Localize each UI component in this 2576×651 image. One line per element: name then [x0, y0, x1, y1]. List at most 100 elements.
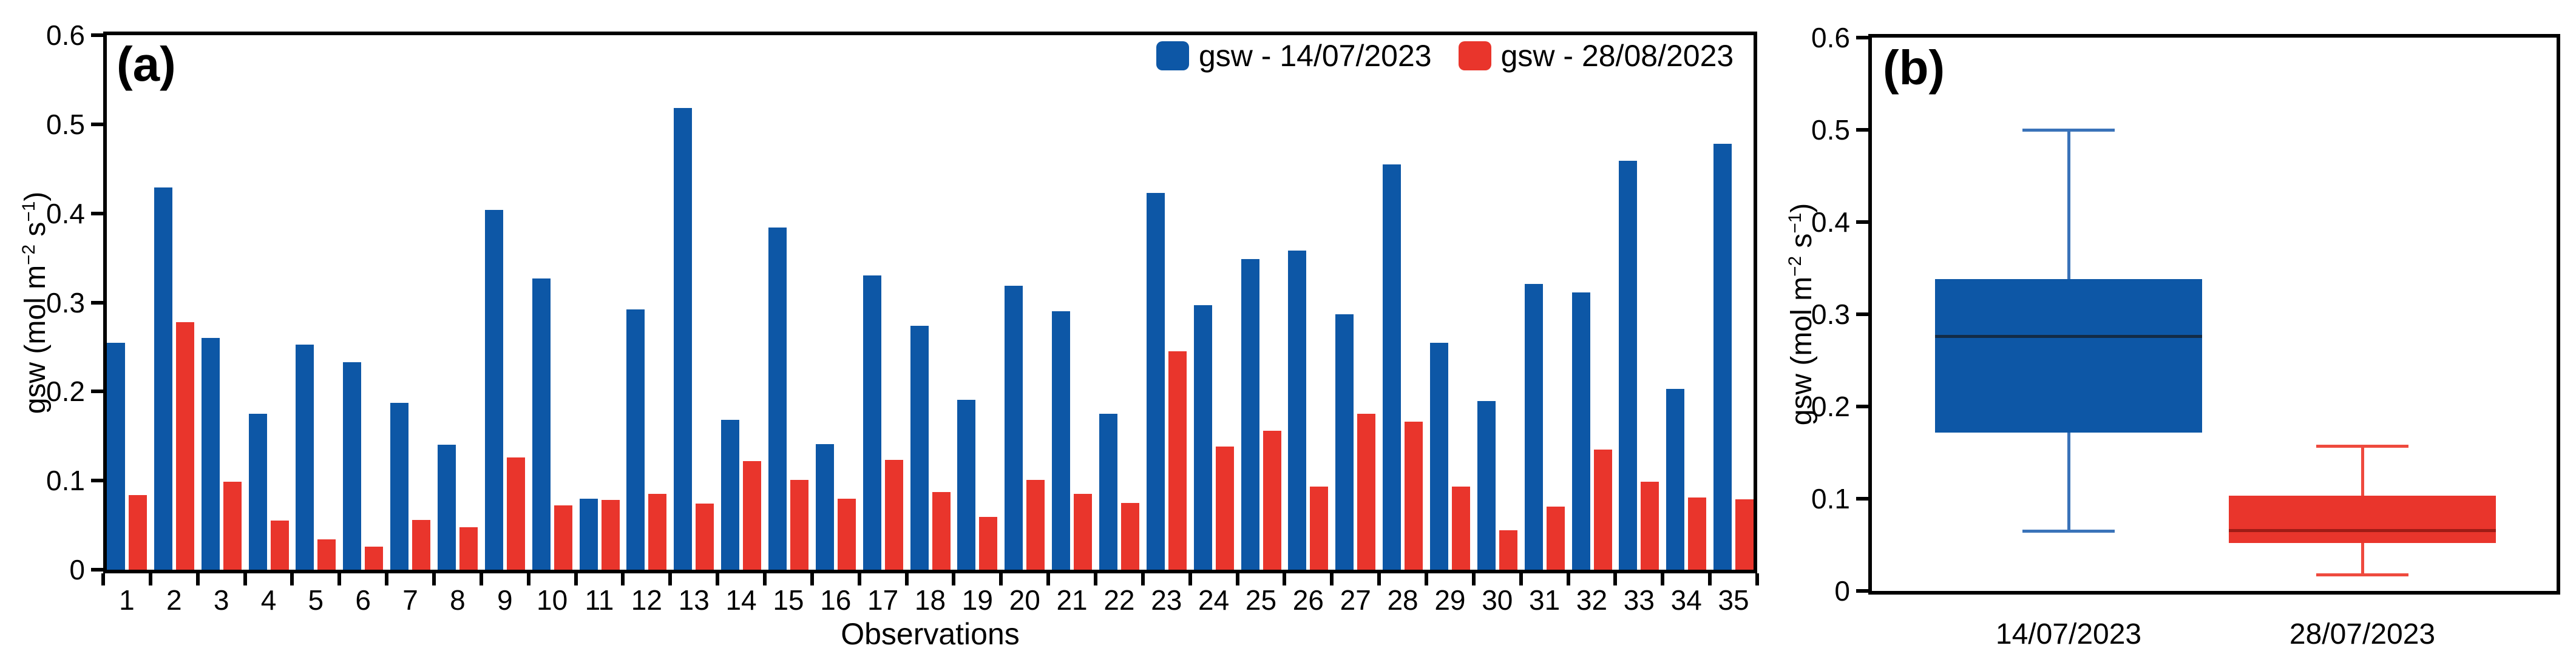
panel-a-x-tick [526, 573, 530, 585]
boxplot-red-whisker-cap-bottom [2316, 573, 2408, 576]
panel-a-x-tick-label: 15 [773, 584, 804, 616]
panel-a-x-tick [1330, 573, 1334, 585]
panel-a-x-tick-label: 28 [1387, 584, 1418, 616]
panel-a-y-tick [91, 33, 103, 37]
panel-a-y-tick [91, 568, 103, 572]
bar-blue-obs2 [154, 187, 172, 570]
bar-red-obs12 [648, 494, 667, 570]
bar-red-obs34 [1688, 498, 1707, 570]
bar-red-obs8 [459, 527, 478, 570]
bar-blue-obs10 [532, 278, 551, 570]
bar-blue-obs9 [484, 209, 503, 570]
bar-red-obs27 [1357, 414, 1376, 570]
panel-a-x-tick-label: 21 [1056, 584, 1088, 616]
bar-blue-obs7 [390, 403, 409, 570]
panel-a-x-tick-label: 16 [820, 584, 852, 616]
panel-a-x-tick [1661, 573, 1665, 585]
panel-b-y-tick [1856, 312, 1868, 316]
boxplot-category-label-2: 28/07/2023 [2289, 618, 2436, 650]
panel-a-x-tick-label: 32 [1576, 584, 1608, 616]
bar-red-obs29 [1451, 487, 1470, 570]
bar-red-obs15 [790, 479, 808, 570]
panel-a-x-tick [1283, 573, 1287, 585]
bar-red-obs4 [270, 521, 289, 570]
x-axis-title-observations: Observations [841, 617, 1020, 651]
bar-red-obs20 [1026, 479, 1045, 570]
panel-a-x-tick [574, 573, 578, 585]
bar-blue-obs29 [1429, 342, 1448, 570]
panel-a-x-tick [337, 573, 342, 585]
panel-b-y-tick [1856, 220, 1868, 224]
bar-blue-obs16 [815, 444, 834, 570]
bar-red-obs7 [412, 519, 431, 570]
bar-red-obs22 [1120, 502, 1139, 570]
panel-b-y-tick-label: 0.5 [1811, 114, 1850, 146]
panel-a-y-tick [91, 211, 103, 215]
panel-a-x-tick-label: 24 [1198, 584, 1230, 616]
panel-a-x-tick [763, 573, 767, 585]
panel-a-label: (a) [117, 37, 176, 91]
panel-a-x-tick [621, 573, 625, 585]
panel-a-x-tick [904, 573, 909, 585]
bar-red-obs25 [1263, 430, 1281, 570]
panel-a-x-tick [1377, 573, 1381, 585]
panel-a-x-tick-label: 10 [537, 584, 568, 616]
panel-a-x-tick [1755, 573, 1759, 585]
bar-blue-obs26 [1288, 251, 1307, 570]
panel-a-x-tick [1471, 573, 1476, 585]
panel-a-x-tick [385, 573, 389, 585]
bar-blue-obs22 [1099, 414, 1117, 570]
bar-red-obs11 [601, 500, 620, 570]
bar-red-obs35 [1735, 499, 1754, 570]
bar-blue-obs25 [1241, 258, 1259, 570]
bar-red-obs1 [128, 494, 147, 570]
bar-blue-obs19 [957, 399, 976, 570]
bar-blue-obs28 [1383, 164, 1402, 570]
panel-b-label: (b) [1883, 41, 1945, 95]
bar-red-obs21 [1074, 494, 1093, 570]
bar-red-obs19 [979, 517, 998, 570]
bar-red-obs6 [365, 546, 384, 570]
panel-a-y-tick-label: 0.5 [46, 108, 85, 140]
bar-blue-obs4 [248, 414, 267, 570]
panel-a-x-tick [810, 573, 814, 585]
panel-a-x-tick [1519, 573, 1523, 585]
bar-blue-obs34 [1666, 388, 1685, 570]
y-axis-label-b: gsw (mol m−2 s−1) [1785, 203, 1818, 426]
bar-blue-obs5 [296, 344, 314, 570]
panel-a-y-tick-label: 0 [69, 554, 85, 585]
panel-a-x-tick-label: 14 [725, 584, 757, 616]
panel-a-x-tick [1188, 573, 1192, 585]
bar-red-obs13 [696, 504, 714, 570]
bar-blue-obs35 [1713, 144, 1732, 570]
panel-a-x-tick [1235, 573, 1239, 585]
boxplot-blue-median [1935, 335, 2202, 339]
panel-a-x-tick [668, 573, 673, 585]
boxplot-blue-whisker-cap-bottom [2022, 530, 2115, 533]
panel-a-x-tick [432, 573, 436, 585]
bar-red-obs3 [223, 481, 242, 570]
bar-red-obs30 [1499, 530, 1517, 570]
panel-a-x-tick [1141, 573, 1145, 585]
panel-a-x-tick [101, 573, 105, 585]
panel-a-x-tick-label: 12 [631, 584, 662, 616]
bar-red-obs33 [1641, 481, 1659, 570]
panel-a-y-tick-label: 0.3 [46, 286, 85, 319]
bar-blue-obs8 [437, 445, 456, 570]
panel-a-x-tick [999, 573, 1003, 585]
panel-a-x-tick-label: 30 [1482, 584, 1513, 616]
panel-a-x-tick-label: 5 [308, 584, 324, 616]
panel-a-x-tick-label: 25 [1245, 584, 1277, 616]
bar-red-obs32 [1593, 449, 1612, 570]
bar-red-obs31 [1546, 506, 1565, 570]
panel-b-y-tick [1856, 36, 1868, 39]
panel-a-x-tick [479, 573, 483, 585]
bar-red-obs5 [317, 539, 336, 570]
panel-b-y-tick [1856, 497, 1868, 501]
legend-swatch-blue [1156, 41, 1189, 70]
bar-red-obs28 [1405, 422, 1423, 570]
bar-blue-obs6 [343, 362, 362, 570]
panel-b-y-tick [1856, 405, 1868, 408]
panel-a-y-tick [91, 122, 103, 126]
